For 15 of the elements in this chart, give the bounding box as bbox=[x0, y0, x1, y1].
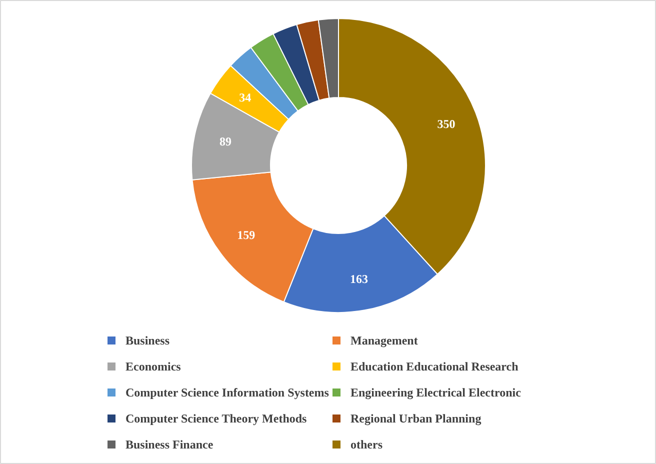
legend-label: Computer Science Information Systems bbox=[126, 386, 330, 400]
legend-label: Computer Science Theory Methods bbox=[126, 412, 308, 426]
data-label: 159 bbox=[237, 228, 256, 242]
legend-label: Education Educational Research bbox=[350, 360, 519, 374]
legend-label: Management bbox=[350, 334, 418, 348]
data-label: 89 bbox=[219, 134, 232, 149]
legend-label: Engineering Electrical Electronic bbox=[350, 386, 522, 400]
data-label: 350 bbox=[437, 116, 456, 131]
legend-label: Business bbox=[126, 334, 170, 348]
legend-label: others bbox=[350, 438, 383, 452]
data-label: 163 bbox=[350, 272, 368, 286]
data-label: 34 bbox=[239, 90, 252, 104]
legend-label: Economics bbox=[126, 360, 182, 374]
legend-label: Business Finance bbox=[126, 438, 214, 452]
legend-label: Regional Urban Planning bbox=[350, 412, 482, 426]
